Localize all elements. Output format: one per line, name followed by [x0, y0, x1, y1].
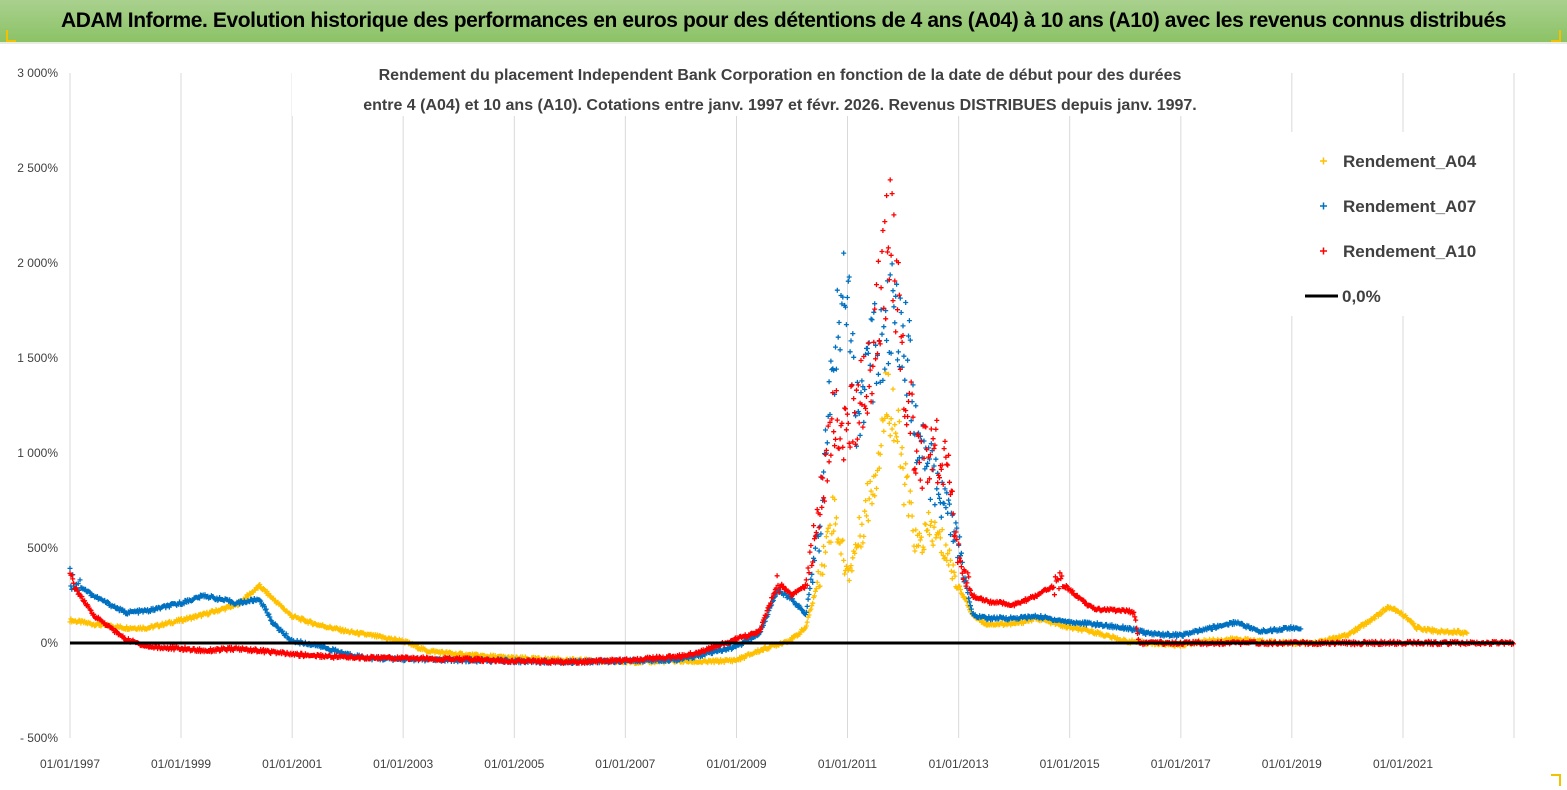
y-tick-label: - 500%	[20, 731, 58, 745]
y-tick-label: 2 500%	[17, 161, 58, 175]
legend-label: Rendement_A10	[1343, 242, 1476, 261]
x-axis-ticks: 01/01/1997 01/01/1999 01/01/2001 01/01/2003…	[40, 757, 1433, 771]
legend: Rendement_A04 Rendement_A07 Rendement_A10 0…	[1280, 132, 1512, 316]
y-tick-label: 2 000%	[17, 256, 58, 270]
selection-corner-bottom-right	[1551, 774, 1561, 786]
series-Rendement_A07-markers	[67, 250, 1304, 666]
x-tick-label: 01/01/2015	[1040, 757, 1100, 771]
chart-title-line-1: Rendement du placement Independent Bank …	[379, 67, 1182, 84]
x-tick-label: 01/01/2017	[1151, 757, 1211, 771]
legend-label: 0,0%	[1342, 287, 1381, 306]
y-tick-label: 3 000%	[17, 66, 58, 80]
y-axis-ticks: - 500% 0% 500% 1 000% 1 500% 2 000% 2 500% 3 00…	[17, 66, 71, 745]
x-tick-label: 01/01/1997	[40, 757, 100, 771]
y-tick-label: 0%	[41, 636, 59, 650]
legend-box	[1280, 132, 1512, 316]
chart: - 500% 0% 500% 1 000% 1 500% 2 000% 2 500% 3 00…	[17, 54, 1516, 771]
x-tick-label: 01/01/2003	[373, 757, 433, 771]
series-Rendement_A04-markers	[67, 370, 1470, 666]
title-background	[292, 54, 1250, 116]
x-tick-label: 01/01/2005	[484, 757, 544, 771]
x-tick-label: 01/01/2019	[1262, 757, 1322, 771]
series-markers	[67, 177, 1516, 666]
legend-label: Rendement_A04	[1343, 152, 1477, 171]
x-tick-label: 01/01/2011	[818, 757, 877, 771]
x-tick-label: 01/01/2007	[595, 757, 655, 771]
x-tick-label: 01/01/2001	[262, 757, 322, 771]
legend-marker-Rendement_A07	[1320, 202, 1327, 210]
page-banner: ADAM Informe. Evolution historique des p…	[0, 0, 1567, 44]
x-tick-label: 01/01/1999	[151, 757, 211, 771]
selection-corner-top-left	[6, 30, 16, 42]
x-tick-label: 01/01/2009	[706, 757, 766, 771]
selection-corner-top-right	[1551, 30, 1561, 42]
legend-label: Rendement_A07	[1343, 197, 1476, 216]
chart-title-line-2: entre 4 (A04) et 10 ans (A10). Cotations…	[363, 97, 1197, 114]
legend-marker-Rendement_A04	[1320, 157, 1327, 165]
y-tick-label: 1 500%	[17, 351, 58, 365]
x-tick-label: 01/01/2013	[929, 757, 989, 771]
y-tick-label: 500%	[27, 541, 58, 555]
x-tick-label: 01/01/2021	[1373, 757, 1433, 771]
legend-marker-Rendement_A10	[1320, 247, 1327, 255]
y-tick-label: 1 000%	[17, 446, 58, 460]
